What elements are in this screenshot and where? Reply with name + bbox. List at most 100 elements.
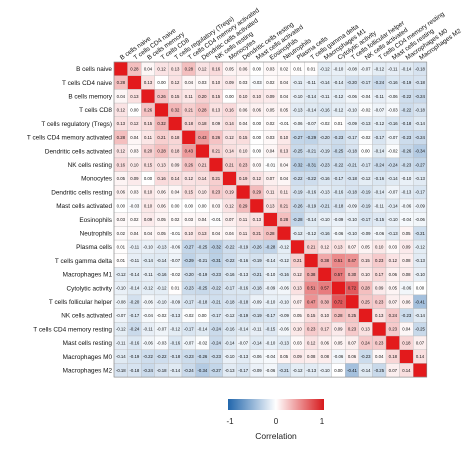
cell-value-label: -0.11 — [293, 80, 303, 85]
cell-value-label: -0.07 — [116, 313, 126, 318]
cell-value-label: -0.17 — [130, 313, 140, 318]
cell-value-label: -0.34 — [198, 368, 208, 373]
cell-value-label: 0.07 — [389, 299, 398, 304]
cell-value-label: -0.07 — [157, 327, 167, 332]
cell-value-label: -0.22 — [293, 176, 303, 181]
cell-value-label: 0.23 — [239, 162, 248, 167]
cell-value-label: 0.14 — [198, 176, 207, 181]
cell-value-label: 0.15 — [361, 258, 370, 263]
legend-tick-label: 1 — [320, 417, 325, 426]
cell-value-label: 0.09 — [293, 354, 302, 359]
cell-value-label: -0.04 — [266, 354, 276, 359]
cell-value-label: -0.09 — [252, 299, 262, 304]
cell-value-label: 0.04 — [280, 80, 289, 85]
cell-value-label: 0.30 — [321, 299, 330, 304]
cell-value-label: -0.14 — [130, 286, 140, 291]
cell-value-label: 0.10 — [130, 162, 139, 167]
cell-value-label: -0.18 — [347, 190, 357, 195]
cell-value-label: -0.09 — [252, 368, 262, 373]
row-label: T cells gamma delta — [55, 258, 113, 265]
cell-value-label: -0.21 — [415, 231, 425, 236]
cell-value-label: -0.10 — [266, 299, 276, 304]
cell-value-label: -0.16 — [334, 190, 344, 195]
cell-value-label: -0.14 — [415, 313, 425, 318]
cell-value-label: 0.17 — [375, 272, 384, 277]
cell-value-label: -0.18 — [252, 286, 262, 291]
cell-value-label: -0.14 — [402, 66, 412, 71]
cell-value-label: -0.10 — [415, 272, 425, 277]
cell-value-label: 0.16 — [157, 176, 166, 181]
cell-value-label: 0.01 — [334, 121, 343, 126]
cell-value-label: 0.28 — [117, 80, 126, 85]
cell-value-label: -0.23 — [184, 286, 194, 291]
cell-value-label: -0.13 — [238, 272, 248, 277]
cell-value-label: 0.26 — [185, 162, 194, 167]
cell-value-label: -0.13 — [170, 313, 180, 318]
cell-value-label: -0.03 — [130, 203, 140, 208]
row-labels: B cells naive T cells CD4 naive B cells me… — [27, 66, 113, 374]
cell-value-label: 0.28 — [185, 66, 194, 71]
cell-value-label: -0.16 — [320, 231, 330, 236]
cell-value-label: 0.09 — [212, 121, 221, 126]
cell-value-label: -0.18 — [415, 107, 425, 112]
row-label: Dendritic cells resting — [51, 189, 112, 196]
cell-value-label: -0.13 — [415, 258, 425, 263]
cell-value-label: -0.14 — [306, 217, 316, 222]
cell-value-label: 0.18 — [402, 340, 411, 345]
cell-value-label: -0.28 — [266, 244, 276, 249]
cell-value-label: 0.13 — [157, 162, 166, 167]
cell-value-label: 0.14 — [402, 368, 411, 373]
heatmap-cell — [249, 198, 264, 213]
cell-value-label: -0.18 — [225, 299, 235, 304]
cell-value-label: 0.29 — [253, 190, 262, 195]
cell-value-label: 0.13 — [117, 121, 126, 126]
cell-value-label: -0.14 — [374, 149, 384, 154]
cell-value-label: -0.06 — [402, 203, 412, 208]
cell-value-label: -0.11 — [143, 327, 153, 332]
cell-value-label: -0.14 — [361, 368, 371, 373]
cell-value-label: 0.03 — [130, 190, 139, 195]
cell-value-label: 0.03 — [117, 217, 126, 222]
cell-value-label: -0.10 — [143, 244, 153, 249]
cell-value-label: -0.06 — [266, 368, 276, 373]
cell-value-label: 0.00 — [225, 94, 234, 99]
cell-value-label: -0.23 — [184, 354, 194, 359]
cell-value-label: -0.10 — [320, 368, 330, 373]
cell-value-label: -0.13 — [361, 121, 371, 126]
cell-value-label: 0.19 — [225, 190, 234, 195]
cell-value-label: -0.12 — [116, 327, 126, 332]
cell-value-label: 0.43 — [185, 149, 194, 154]
cell-value-label: 0.00 — [416, 286, 425, 291]
cell-value-label: 0.12 — [307, 340, 316, 345]
cell-value-label: 0.57 — [321, 286, 330, 291]
cell-value-label: 0.04 — [280, 176, 289, 181]
cell-value-label: -0.29 — [306, 135, 316, 140]
cell-value-label: 0.03 — [212, 203, 221, 208]
cell-value-label: 0.00 — [361, 149, 370, 154]
cell-value-label: 0.47 — [348, 258, 357, 263]
cell-value-label: 0.03 — [198, 80, 207, 85]
cell-value-label: -0.19 — [252, 313, 262, 318]
cell-value-label: -0.13 — [225, 368, 235, 373]
cell-value-label: -0.23 — [320, 162, 330, 167]
cell-value-label: 0.05 — [280, 107, 289, 112]
cell-value-label: -0.14 — [170, 368, 180, 373]
heatmap-cell — [277, 226, 292, 241]
row-label: Cytolytic activity — [67, 285, 113, 292]
cell-value-label: -0.25 — [293, 149, 303, 154]
cell-value-label: 0.28 — [334, 313, 343, 318]
cell-value-label: -0.16 — [130, 340, 140, 345]
cell-value-label: -0.23 — [402, 313, 412, 318]
cell-value-label: 0.12 — [198, 66, 207, 71]
cell-value-label: -0.24 — [143, 368, 153, 373]
cell-value-label: -0.14 — [306, 107, 316, 112]
cell-value-label: -0.23 — [211, 354, 221, 359]
cell-value-label: -0.06 — [279, 286, 289, 291]
cell-value-label: -0.12 — [116, 272, 126, 277]
legend-colorbar — [228, 399, 324, 410]
cell-value-label: 0.12 — [185, 176, 194, 181]
cell-value-label: 0.15 — [185, 190, 194, 195]
cell-value-label: 0.15 — [171, 94, 180, 99]
cell-value-label: -0.16 — [279, 272, 289, 277]
